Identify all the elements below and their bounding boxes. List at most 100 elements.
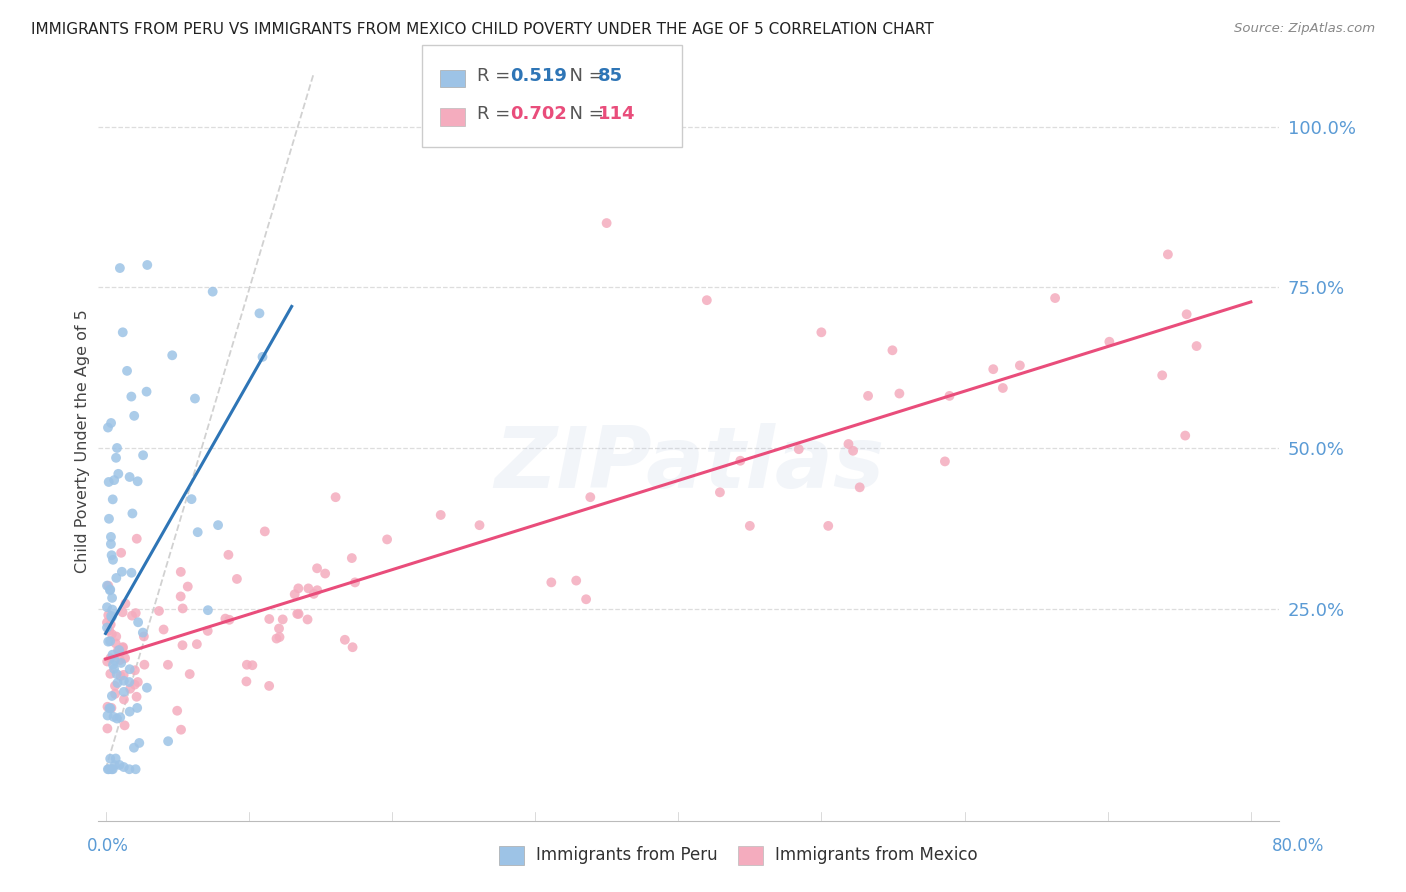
Point (340, 551, 363, 566)
Point (124, 663, 146, 677)
Point (101, 627, 124, 641)
Point (103, 473, 125, 487)
Point (132, 448, 155, 462)
Point (1174, 428, 1197, 442)
Point (1185, 339, 1208, 353)
Text: 0.519: 0.519 (510, 67, 567, 85)
Point (97, 475, 120, 489)
Point (104, 751, 127, 765)
Point (285, 607, 308, 621)
Point (170, 565, 193, 579)
Point (108, 758, 131, 772)
Point (98, 634, 121, 648)
Point (177, 580, 200, 594)
Point (287, 607, 309, 621)
Point (787, 442, 810, 457)
Point (96, 699, 118, 714)
Point (197, 603, 219, 617)
Point (112, 673, 135, 688)
Point (105, 571, 128, 585)
Point (97, 708, 120, 723)
Point (252, 350, 274, 364)
Point (148, 604, 170, 618)
Point (132, 625, 155, 640)
Point (98, 582, 121, 597)
Point (187, 525, 209, 540)
Point (207, 518, 229, 533)
Point (100, 701, 122, 715)
Point (429, 508, 451, 522)
Point (172, 601, 194, 615)
Point (540, 575, 562, 590)
Point (96, 655, 118, 669)
Point (136, 258, 159, 272)
Point (269, 630, 291, 644)
Point (118, 470, 141, 484)
Point (110, 710, 132, 724)
Text: IMMIGRANTS FROM PERU VS IMMIGRANTS FROM MEXICO CHILD POVERTY UNDER THE AGE OF 5 : IMMIGRANTS FROM PERU VS IMMIGRANTS FROM … (31, 22, 934, 37)
Point (810, 326, 832, 340)
Text: R =: R = (477, 67, 516, 85)
Point (100, 537, 122, 551)
Text: Immigrants from Peru: Immigrants from Peru (536, 847, 717, 864)
Point (266, 632, 288, 646)
Text: 80.0%: 80.0% (1272, 837, 1324, 855)
Point (124, 762, 146, 776)
Point (104, 679, 127, 693)
Point (103, 710, 125, 724)
Point (842, 443, 865, 458)
Point (112, 760, 135, 774)
Point (127, 675, 149, 690)
Point (97, 420, 120, 434)
Point (110, 656, 132, 670)
Point (343, 575, 366, 590)
Point (127, 701, 149, 715)
Point (100, 608, 122, 623)
Point (297, 612, 319, 626)
Point (709, 485, 731, 500)
Point (110, 546, 132, 560)
Point (100, 416, 122, 430)
Point (118, 675, 141, 690)
Point (98, 701, 121, 715)
Text: 85: 85 (598, 67, 623, 85)
Point (111, 605, 134, 619)
Point (118, 705, 141, 719)
Point (127, 615, 149, 630)
Point (100, 548, 122, 562)
Point (98, 752, 121, 766)
Point (342, 640, 364, 655)
Point (101, 648, 124, 662)
Point (98, 624, 121, 638)
Point (96, 579, 118, 593)
Point (1043, 291, 1066, 305)
Point (96, 615, 118, 630)
Point (112, 692, 135, 706)
Point (696, 293, 718, 308)
Point (136, 681, 159, 695)
Point (856, 389, 879, 403)
Point (253, 524, 276, 539)
Point (104, 653, 127, 667)
Point (257, 679, 280, 693)
Point (1152, 368, 1174, 383)
Point (284, 587, 307, 601)
Point (128, 736, 150, 750)
Point (217, 548, 239, 562)
Point (166, 704, 188, 718)
Point (105, 712, 128, 726)
Point (565, 574, 588, 588)
Point (121, 566, 143, 580)
Point (738, 519, 761, 533)
Point (101, 492, 124, 507)
Point (104, 687, 127, 701)
Point (1008, 359, 1031, 373)
Text: 0.0%: 0.0% (87, 837, 129, 855)
Point (118, 662, 141, 676)
Point (837, 437, 859, 451)
Point (107, 467, 129, 481)
Point (307, 561, 329, 575)
Point (111, 565, 134, 579)
Point (107, 676, 129, 690)
Point (160, 348, 183, 362)
